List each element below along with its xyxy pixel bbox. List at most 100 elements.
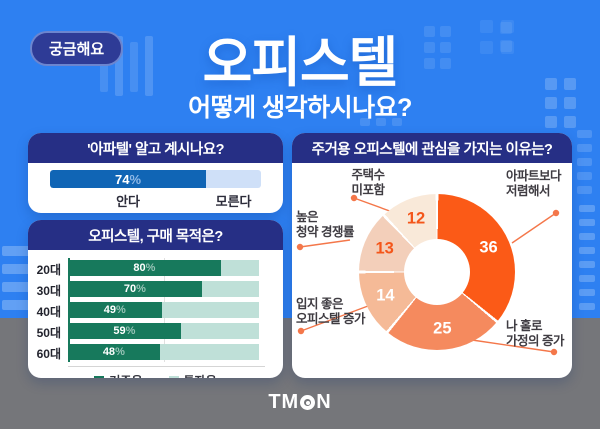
pixel-decoration	[564, 97, 576, 109]
card-apatel-awareness: '아파텔' 알고 계시나요? 74% 안다 모른다	[28, 133, 283, 213]
page-title: 오피스텔	[202, 33, 399, 93]
bar-track: 59%	[68, 323, 259, 339]
apatel-bar-unit: %	[129, 171, 142, 187]
pixel-decoration	[2, 246, 36, 256]
bar-unit: %	[115, 346, 125, 358]
pixel-decoration	[424, 42, 435, 53]
bar-track: 80%	[68, 260, 259, 276]
bar-value: 80	[133, 262, 146, 274]
leader-lines	[296, 194, 560, 356]
pixel-decoration	[577, 130, 592, 138]
apatel-known-label: 안다	[116, 194, 141, 209]
tmon-logo: TM N	[268, 391, 331, 414]
apatel-bar-track: 74%	[50, 170, 261, 188]
reason-label-housecount: 주택수 미포함	[351, 168, 385, 197]
page-subtitle: 어떻게 생각하시나요?	[188, 94, 412, 122]
apatel-unknown-label: 모른다	[215, 194, 252, 209]
pixel-decoration	[577, 186, 592, 194]
header-badge: 궁금해요	[30, 31, 124, 66]
pixel-decoration	[2, 282, 36, 292]
legend-swatch-investment	[168, 375, 179, 378]
bar-track: 48%	[68, 344, 259, 360]
donut-ring: 36 25 14 13 12	[359, 194, 515, 350]
pixel-decoration	[545, 116, 557, 128]
legend-label: 거주용	[109, 372, 142, 378]
pixel-decoration	[2, 300, 36, 310]
pixel-decoration	[501, 20, 514, 33]
pixel-decoration	[360, 118, 370, 126]
donut-value-14: 14	[376, 286, 395, 305]
bar-value: 49	[103, 304, 117, 316]
pixel-decoration	[577, 144, 592, 152]
age-bar-chart: 20대 80% 30대 70% 40대 49% 50	[37, 258, 265, 367]
bar-value: 59	[113, 325, 126, 337]
card-apatel-title: '아파텔' 알고 계시나요?	[28, 133, 283, 163]
apatel-bar-fill: 74%	[50, 170, 207, 188]
pixel-decoration	[579, 275, 595, 282]
bar-unit: %	[116, 304, 126, 316]
pixel-decoration	[145, 36, 153, 96]
pixel-decoration	[564, 78, 576, 90]
donut-value-13: 13	[375, 239, 394, 258]
pixel-decoration	[130, 42, 138, 92]
bar-value: 70	[123, 283, 137, 295]
bar-fill: 49%	[68, 302, 162, 318]
donut-chart: 36 25 14 13 12 아파트보다 저렴해서 나 홀로 가정의 증가 입지…	[292, 163, 572, 378]
bar-row-label: 40대	[36, 305, 61, 319]
legend-label: 투자용	[184, 372, 217, 378]
pixel-decoration	[545, 78, 557, 90]
card-interest-reasons: 주거용 오피스텔에 관심을 가지는 이유는? 36 25 14 13 12 아파…	[292, 133, 572, 378]
bar-row-40s: 40대 49%	[37, 302, 259, 319]
pixel-decoration	[564, 116, 576, 128]
footer: TM N	[0, 391, 600, 414]
reason-label-single: 나 홀로 가정의 증가	[506, 319, 564, 348]
pixel-decoration	[392, 118, 402, 126]
pixel-decoration	[480, 41, 493, 54]
bar-row-20s: 20대 80%	[37, 260, 259, 277]
bar-fill: 80%	[68, 260, 221, 276]
donut-value-12: 12	[406, 209, 426, 228]
donut-hole	[404, 239, 470, 305]
bar-row-label: 20대	[36, 263, 61, 277]
tmon-logo-tm: TM	[268, 391, 300, 413]
pixel-decoration	[579, 261, 595, 268]
legend-residential: 거주용	[94, 372, 143, 378]
bar-row-label: 60대	[36, 347, 61, 361]
pixel-decoration	[579, 205, 595, 212]
donut-value-25: 25	[433, 319, 452, 338]
pixel-decoration	[577, 158, 592, 166]
bar-value: 48	[102, 346, 116, 358]
pixel-decoration	[579, 219, 595, 226]
pixel-decoration	[424, 58, 435, 69]
bar-row-30s: 30대 70%	[37, 281, 259, 298]
donut-value-36: 36	[479, 238, 498, 257]
bar-row-label: 30대	[36, 284, 61, 298]
legend-investment: 투자용	[168, 372, 217, 378]
pixel-decoration	[2, 264, 36, 274]
apatel-bar-value: 74	[115, 171, 130, 187]
pixel-decoration	[579, 303, 595, 310]
apatel-bar: 74% 안다 모른다	[50, 170, 261, 209]
bar-unit: %	[145, 262, 156, 274]
bar-unit: %	[136, 283, 146, 295]
pixel-decoration	[100, 40, 108, 92]
pixel-decoration	[500, 40, 512, 52]
bar-legend: 거주용 투자용	[28, 372, 283, 378]
bar-track: 70%	[68, 281, 259, 297]
bar-fill: 70%	[68, 281, 202, 297]
reason-label-lottery: 높은 청약 경쟁률	[296, 210, 354, 239]
bar-fill: 59%	[68, 323, 181, 339]
tmon-logo-o-icon	[300, 395, 316, 410]
bar-row-50s: 50대 59%	[37, 323, 259, 340]
card-purchase-purpose: 오피스텔, 구매 목적은? 20대 80% 30대 70% 40대	[28, 220, 283, 378]
pixel-decoration	[440, 26, 451, 37]
legend-swatch-residential	[94, 375, 105, 378]
pixel-decoration	[579, 233, 595, 240]
pixel-decoration	[376, 118, 386, 126]
pixel-decoration	[440, 42, 451, 53]
bar-track: 49%	[68, 302, 259, 318]
reason-label-location: 입지 좋은 오피스텔 증가	[296, 297, 365, 326]
card-reasons-title: 주거용 오피스텔에 관심을 가지는 이유는?	[292, 133, 572, 163]
card-purpose-title: 오피스텔, 구매 목적은?	[28, 220, 283, 250]
bar-fill: 48%	[68, 344, 160, 360]
